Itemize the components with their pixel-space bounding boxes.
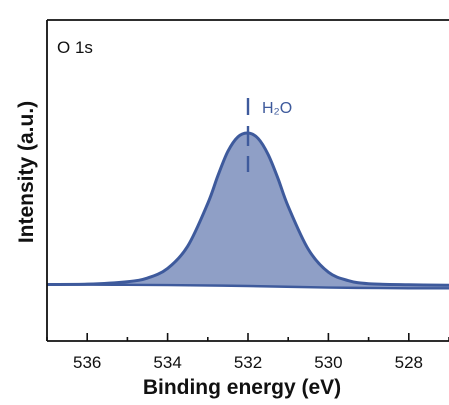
panel-label: O 1s <box>57 38 93 57</box>
x-tick-label: 534 <box>153 353 181 372</box>
x-ticks: 536 534 532 530 528 <box>46 333 449 372</box>
x-tick-label: 528 <box>395 353 423 372</box>
peak-label: H₂O <box>262 100 292 117</box>
x-tick-label: 530 <box>314 353 342 372</box>
y-axis-title: Intensity (a.u.) <box>15 101 38 243</box>
background-line <box>46 283 449 290</box>
peak-fill-area <box>47 132 449 289</box>
x-tick-label: 532 <box>234 353 262 372</box>
x-axis-title: Binding energy (eV) <box>143 376 341 399</box>
annotations: H₂O <box>246 98 292 172</box>
x-tick-label: 536 <box>73 353 101 372</box>
